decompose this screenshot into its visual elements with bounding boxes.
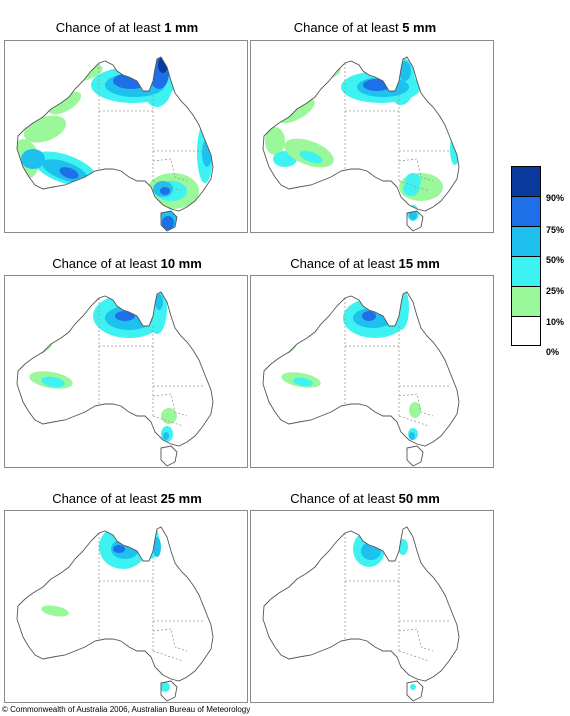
rainfall-probability-area: [347, 519, 355, 527]
state-border: [398, 180, 430, 192]
legend-swatch: [511, 256, 541, 286]
australia-coastline: [16, 291, 214, 447]
tasmania-coastline: [160, 445, 178, 467]
map-panel-1mm: [4, 40, 248, 233]
panel-title-prefix: Chance of at least: [52, 256, 157, 271]
map-panel-25mm: [4, 510, 248, 703]
rainfall-probability-area: [153, 537, 161, 557]
probability-legend: [511, 166, 541, 346]
state-border: [152, 628, 188, 652]
rainfall-probability-area: [59, 167, 79, 179]
australia-coastline: [262, 526, 460, 682]
state-border: [398, 393, 434, 417]
australia-coastline: [262, 56, 460, 212]
tasmania-coastline: [160, 680, 178, 702]
state-border: [398, 650, 430, 662]
panel-title-amount: 1 mm: [164, 20, 199, 35]
australia-coastline: [16, 56, 214, 212]
australia-coastline: [16, 526, 214, 682]
rainfall-probability-area: [409, 432, 415, 440]
rainfall-probability-area: [41, 376, 65, 388]
state-border: [152, 158, 188, 182]
panel-title-25mm: Chance of at least 25 mm: [5, 491, 249, 507]
rainfall-probability-area: [361, 542, 381, 560]
tasmania-coastline: [406, 210, 424, 232]
legend-label: 90%: [546, 193, 565, 203]
rainfall-probability-area: [160, 682, 170, 692]
rainfall-probability-area: [155, 294, 163, 310]
rainfall-probability-area: [99, 517, 107, 525]
legend-label: 50%: [546, 255, 565, 265]
rainfall-probability-area: [163, 432, 169, 440]
state-border: [152, 650, 184, 662]
legend-label: 0%: [546, 347, 560, 357]
rainfall-probability-area: [426, 552, 432, 562]
rainfall-probability-area: [363, 79, 391, 91]
rainfall-probability-area: [21, 149, 45, 169]
panel-title-prefix: Chance of at least: [293, 20, 399, 35]
panel-title-10mm: Chance of at least 10 mm: [5, 256, 249, 272]
legend-label: 75%: [546, 225, 565, 235]
state-border: [398, 628, 434, 652]
rainfall-probability-area: [299, 150, 323, 164]
panel-title-amount: 5 mm: [402, 20, 437, 35]
rainfall-probability-area: [158, 57, 168, 73]
legend-swatch: [511, 316, 541, 346]
tasmania-coastline: [406, 680, 424, 702]
panel-title-amount: 15 mm: [398, 256, 440, 271]
legend-label: 25%: [546, 286, 565, 296]
rainfall-probability-area: [21, 579, 33, 587]
legend-label: 10%: [546, 317, 565, 327]
map-panel-15mm: [250, 275, 494, 468]
rainfall-probability-area: [409, 402, 421, 418]
panel-title-prefix: Chance of at least: [55, 20, 161, 35]
map-panel-5mm: [250, 40, 494, 233]
rainfall-probability-area: [321, 294, 341, 302]
copyright-notice: © Commonwealth of Australia 2006, Austra…: [2, 705, 251, 714]
rainfall-probability-area: [113, 73, 149, 89]
state-border: [152, 393, 188, 417]
panel-title-amount: 10 mm: [160, 256, 202, 271]
legend-swatch: [511, 226, 541, 256]
panel-title-amount: 50 mm: [398, 491, 440, 506]
state-border: [398, 158, 434, 182]
rainfall-probability-area: [160, 187, 170, 195]
rainfall-probability-area: [293, 377, 313, 387]
state-border: [152, 415, 184, 427]
legend-swatch: [511, 196, 541, 226]
rainfall-probability-area: [41, 605, 69, 617]
panel-title-prefix: Chance of at least: [290, 256, 395, 271]
legend-swatch: [511, 286, 541, 316]
panel-title-amount: 25 mm: [160, 491, 202, 506]
panel-title-prefix: Chance of at least: [290, 491, 395, 506]
rainfall-probability-area: [19, 350, 31, 362]
map-panel-10mm: [4, 275, 248, 468]
rainfall-probability-area: [362, 311, 376, 321]
panel-title-50mm: Chance of at least 50 mm: [243, 491, 487, 507]
panel-title-5mm: Chance of at least 5 mm: [243, 20, 487, 36]
panel-title-1mm: Chance of at least 1 mm: [5, 20, 249, 36]
rainfall-probability-area: [410, 684, 416, 690]
rainfall-probability-area: [265, 127, 285, 155]
rainfall-probability-area: [403, 182, 419, 196]
rainfall-probability-area: [162, 216, 174, 230]
rainfall-probability-area: [48, 91, 82, 115]
rainfall-probability-area: [263, 344, 271, 352]
tasmania-coastline: [160, 210, 178, 232]
rainfall-probability-area: [115, 311, 135, 321]
panel-title-15mm: Chance of at least 15 mm: [243, 256, 487, 272]
state-border: [398, 415, 430, 427]
state-border: [152, 180, 184, 192]
legend-swatch: [511, 166, 541, 196]
rainfall-probability-area: [113, 545, 125, 553]
australia-coastline: [262, 291, 460, 447]
map-panel-50mm: [250, 510, 494, 703]
tasmania-coastline: [406, 445, 424, 467]
panel-title-prefix: Chance of at least: [52, 491, 157, 506]
